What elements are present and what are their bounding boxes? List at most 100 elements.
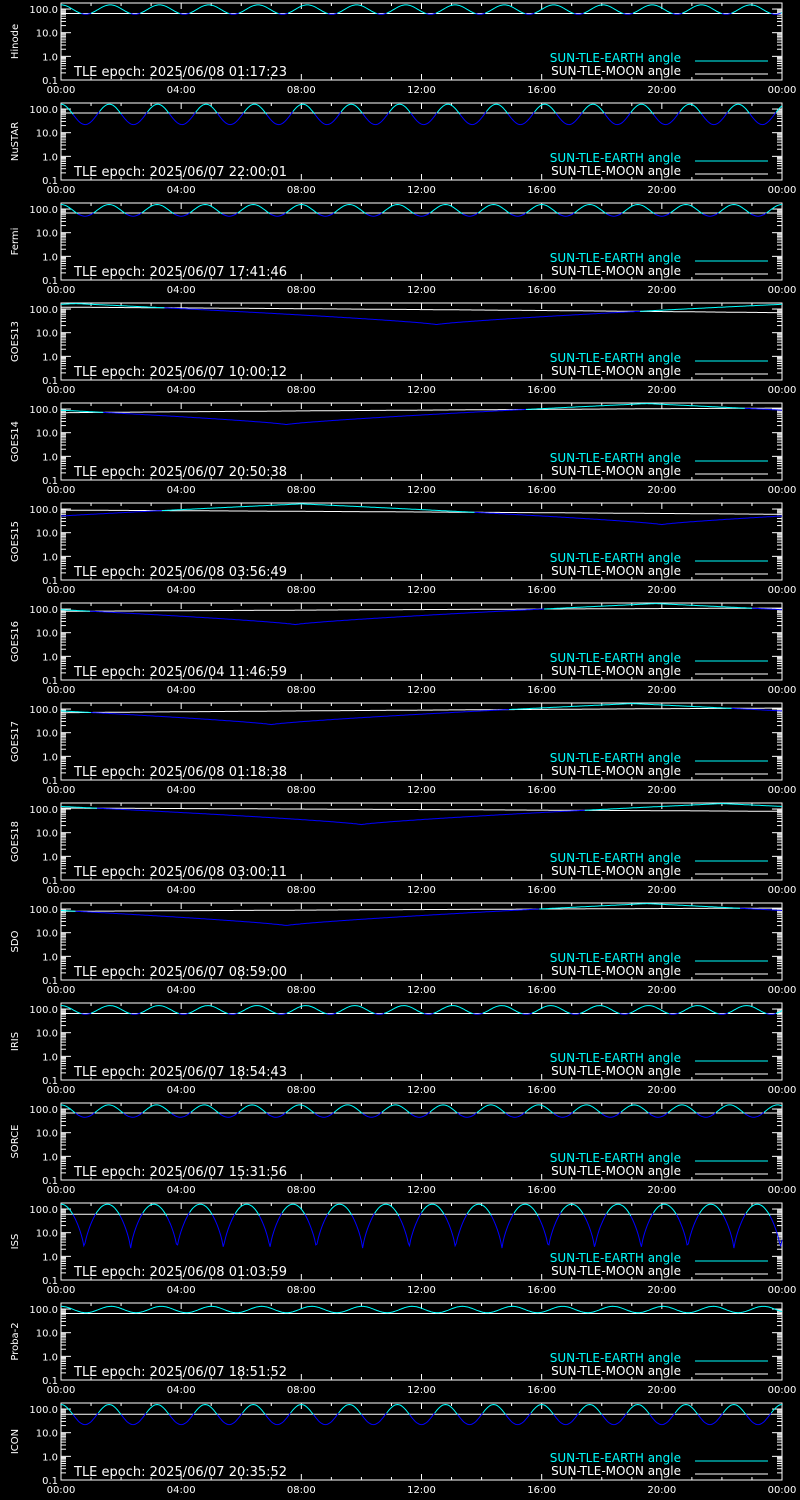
x-tick-label: 12:00 <box>407 285 436 296</box>
x-tick-label: 20:00 <box>647 585 676 596</box>
y-tick-label: 0.1 <box>42 476 58 487</box>
y-tick-label: 10.0 <box>36 1329 58 1340</box>
y-tick-label: 1.0 <box>42 52 58 63</box>
tle-epoch-text: TLE epoch: 2025/06/08 01:17:23 <box>73 65 287 80</box>
legend-moon-label: SUN-TLE-MOON angle <box>551 964 681 978</box>
y-tick-label: 10.0 <box>36 229 58 240</box>
x-tick-label: 00:00 <box>47 685 76 696</box>
x-tick-label: 20:00 <box>647 1485 676 1496</box>
panel-label: GOES13 <box>10 321 21 362</box>
x-tick-label: 16:00 <box>527 485 556 496</box>
x-tick-label: 08:00 <box>287 185 316 196</box>
panel-goes16: GOES16 100.0 10.0 1.0 0.1 00:00 04:00 08:00 12:0… <box>0 600 800 700</box>
x-tick-label: 16:00 <box>527 1485 556 1496</box>
legend-earth-label: SUN-TLE-EARTH angle <box>550 151 681 165</box>
panel-sorce: SORCE 100.0 10.0 1.0 0.1 00:00 04:00 08:00 12:00… <box>0 1100 800 1200</box>
legend-earth-label: SUN-TLE-EARTH angle <box>550 1251 681 1265</box>
y-tick-label: 1.0 <box>42 352 58 363</box>
x-tick-label: 00:00 <box>47 1185 76 1196</box>
y-tick-label: 1.0 <box>42 152 58 163</box>
x-tick-label: 20:00 <box>647 985 676 996</box>
y-tick-label: 10.0 <box>36 629 58 640</box>
x-tick-label: 00:00 <box>47 1485 76 1496</box>
y-tick-label: 0.1 <box>42 176 58 187</box>
x-tick-label: 20:00 <box>647 1185 676 1196</box>
x-tick-label: 00:00 <box>47 785 76 796</box>
series-sun-earth-line <box>60 1305 783 1314</box>
y-tick-label: 10.0 <box>36 529 58 540</box>
legend-earth-label: SUN-TLE-EARTH angle <box>550 1051 681 1065</box>
x-tick-label: 04:00 <box>167 785 196 796</box>
x-tick-label: 00:00 <box>47 285 76 296</box>
y-tick-label: 1.0 <box>42 1352 58 1363</box>
x-tick-label: 20:00 <box>647 1385 676 1396</box>
x-tick-label: 08:00 <box>287 1285 316 1296</box>
x-tick-label: 20:00 <box>647 785 676 796</box>
series-sun-earth-line <box>60 103 783 115</box>
x-tick-label: 04:00 <box>167 285 196 296</box>
y-tick-label: 100.0 <box>29 1005 58 1016</box>
series-sun-earth-line-below <box>60 510 783 526</box>
y-tick-label: 1.0 <box>42 1052 58 1063</box>
x-tick-label: 16:00 <box>527 685 556 696</box>
x-tick-label: 12:00 <box>407 1385 436 1396</box>
tle-epoch-text: TLE epoch: 2025/06/07 17:41:46 <box>73 265 287 280</box>
y-tick-label: 1.0 <box>42 752 58 763</box>
series-sun-earth-line <box>61 4 783 15</box>
x-tick-label: 00:00 <box>768 885 797 896</box>
x-tick-label: 04:00 <box>167 1485 196 1496</box>
x-tick-label: 20:00 <box>647 285 676 296</box>
y-tick-label: 10.0 <box>36 1429 58 1440</box>
legend-earth-label: SUN-TLE-EARTH angle <box>550 351 681 365</box>
panel-goes13: GOES13 100.0 10.0 1.0 0.1 00:00 04:00 08:00 12:0… <box>0 300 800 400</box>
y-tick-label: 100.0 <box>29 705 58 716</box>
x-tick-label: 00:00 <box>768 385 797 396</box>
x-tick-label: 00:00 <box>768 1085 797 1096</box>
panel-goes17: GOES17 100.0 10.0 1.0 0.1 00:00 04:00 08:00 12:0… <box>0 700 800 800</box>
legend-earth-label: SUN-TLE-EARTH angle <box>550 1451 681 1465</box>
series-sun-moon-line <box>61 407 782 414</box>
series-sun-earth-line-below <box>89 607 783 626</box>
series-sun-earth-line <box>61 903 740 912</box>
x-tick-label: 00:00 <box>768 1485 797 1496</box>
y-tick-label: 0.1 <box>42 1276 58 1287</box>
x-tick-label: 12:00 <box>407 1285 436 1296</box>
legend-earth-label: SUN-TLE-EARTH angle <box>550 451 681 465</box>
x-tick-label: 00:00 <box>768 485 797 496</box>
tle-epoch-text: TLE epoch: 2025/06/04 11:46:59 <box>73 665 287 680</box>
series-sun-moon-line <box>61 607 782 612</box>
legend-moon-label: SUN-TLE-MOON angle <box>551 764 681 778</box>
legend-earth-label: SUN-TLE-EARTH angle <box>550 551 681 565</box>
legend-moon-label: SUN-TLE-MOON angle <box>551 1364 681 1378</box>
y-tick-label: 100.0 <box>29 1305 58 1316</box>
series-sun-earth-line-below <box>90 707 782 726</box>
x-tick-label: 08:00 <box>287 385 316 396</box>
y-tick-label: 100.0 <box>29 905 58 916</box>
series-sun-earth-line-below <box>75 907 783 926</box>
y-tick-label: 1.0 <box>42 552 58 563</box>
legend-earth-label: SUN-TLE-EARTH angle <box>550 51 681 65</box>
y-tick-label: 100.0 <box>29 1405 58 1416</box>
panel-label: GOES17 <box>10 721 21 762</box>
x-tick-label: 04:00 <box>167 685 196 696</box>
y-tick-label: 10.0 <box>36 929 58 940</box>
y-tick-label: 100.0 <box>29 505 58 516</box>
y-tick-label: 10.0 <box>36 429 58 440</box>
y-tick-label: 0.1 <box>42 376 58 387</box>
series-sun-earth-line-below <box>81 12 781 15</box>
x-tick-label: 12:00 <box>407 385 436 396</box>
tle-epoch-text: TLE epoch: 2025/06/07 22:00:01 <box>73 165 287 180</box>
x-tick-label: 16:00 <box>527 185 556 196</box>
series-sun-earth-line-below <box>103 407 783 425</box>
legend-moon-label: SUN-TLE-MOON angle <box>551 1164 681 1178</box>
x-tick-label: 20:00 <box>647 885 676 896</box>
y-tick-label: 0.1 <box>42 276 58 287</box>
y-tick-label: 1.0 <box>42 952 58 963</box>
